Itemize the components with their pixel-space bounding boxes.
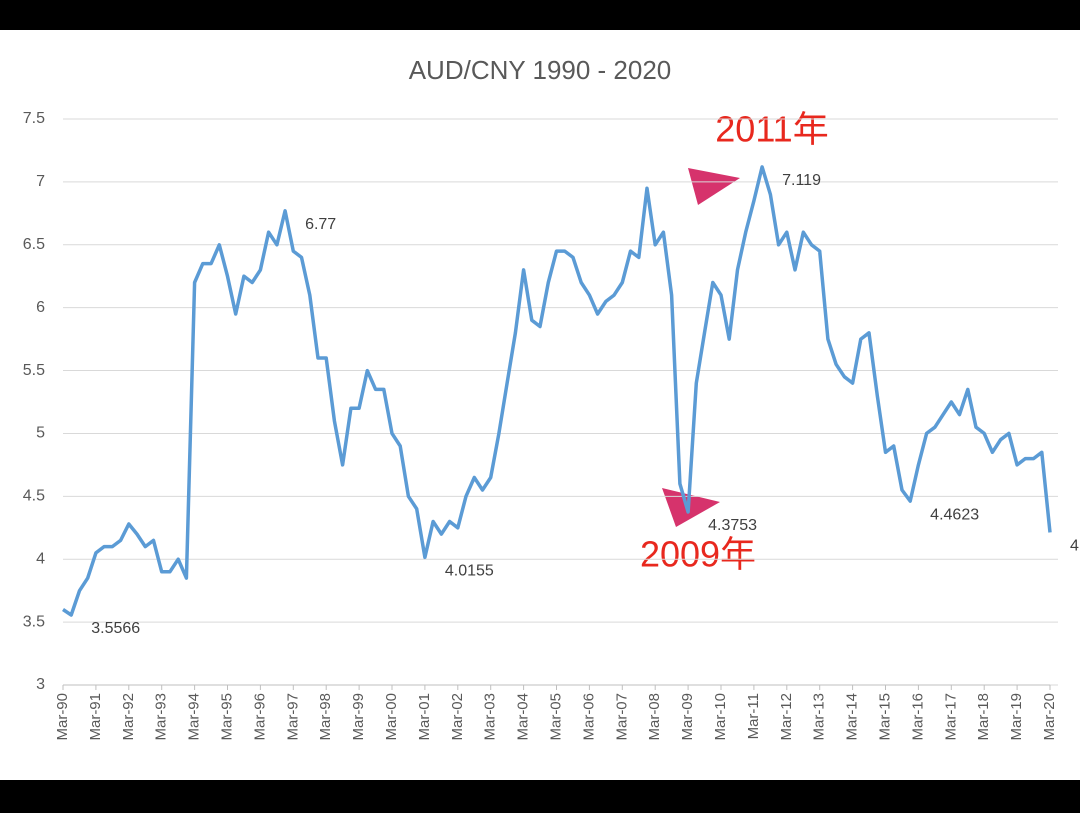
- x-tick-label: Mar-18: [975, 693, 992, 741]
- x-tick-label: Mar-12: [778, 693, 795, 741]
- x-tick-label: Mar-96: [251, 693, 268, 741]
- chart-background: [0, 30, 1080, 780]
- data-label: 7.119: [782, 172, 821, 189]
- x-tick-label: Mar-20: [1041, 693, 1058, 741]
- y-tick-label: 6.5: [23, 236, 45, 253]
- x-tick-label: Mar-03: [482, 693, 499, 741]
- x-tick-label: Mar-98: [317, 693, 334, 741]
- x-tick-label: Mar-93: [153, 693, 170, 741]
- y-tick-label: 4: [36, 550, 45, 567]
- x-tick-label: Mar-01: [416, 693, 433, 741]
- x-tick-label: Mar-00: [383, 693, 400, 741]
- data-label: 4.3753: [708, 517, 757, 534]
- x-tick-label: Mar-91: [87, 693, 104, 741]
- x-tick-label: Mar-04: [515, 693, 532, 741]
- chart-title: AUD/CNY 1990 - 2020: [409, 55, 672, 85]
- y-tick-label: 4.5: [23, 488, 45, 505]
- x-tick-label: Mar-15: [876, 693, 893, 741]
- arrow: [662, 488, 720, 527]
- x-tick-label: Mar-90: [54, 693, 71, 741]
- y-tick-label: 7: [36, 173, 45, 190]
- x-tick-label: Mar-92: [120, 693, 137, 741]
- x-tick-label: Mar-16: [909, 693, 926, 741]
- x-tick-label: Mar-19: [1008, 693, 1025, 741]
- y-tick-label: 3.5: [23, 613, 45, 630]
- x-tick-label: Mar-14: [844, 693, 861, 741]
- x-tick-label: Mar-95: [218, 693, 235, 741]
- y-tick-label: 5: [36, 425, 45, 442]
- x-tick-label: Mar-97: [284, 693, 301, 741]
- data-label: 6.77: [305, 216, 336, 233]
- data-label: 4.4623: [930, 506, 979, 523]
- x-tick-label: Mar-94: [186, 693, 203, 741]
- data-line: [62, 165, 1052, 617]
- y-tick-label: 7.5: [23, 110, 45, 127]
- annotation: 2011年: [715, 109, 828, 150]
- x-tick-label: Mar-09: [679, 693, 696, 741]
- x-tick-label: Mar-17: [942, 693, 959, 741]
- x-tick-label: Mar-06: [580, 693, 597, 741]
- x-tick-label: Mar-99: [350, 693, 367, 741]
- data-label: 4.0155: [445, 562, 494, 579]
- data-label: 3.5566: [91, 620, 140, 637]
- annotation: 2009年: [640, 534, 756, 575]
- y-tick-label: 3: [36, 676, 45, 693]
- x-tick-label: Mar-05: [547, 693, 564, 741]
- x-tick-label: Mar-07: [613, 693, 630, 741]
- x-tick-label: Mar-13: [811, 693, 828, 741]
- y-tick-label: 6: [36, 299, 45, 316]
- data-label: 4.2132: [1070, 538, 1080, 555]
- y-tick-label: 5.5: [23, 362, 45, 379]
- x-tick-label: Mar-02: [449, 693, 466, 741]
- x-tick-label: Mar-10: [712, 693, 729, 741]
- x-tick-label: Mar-08: [646, 693, 663, 741]
- arrow: [688, 168, 740, 205]
- x-tick-label: Mar-11: [745, 693, 762, 739]
